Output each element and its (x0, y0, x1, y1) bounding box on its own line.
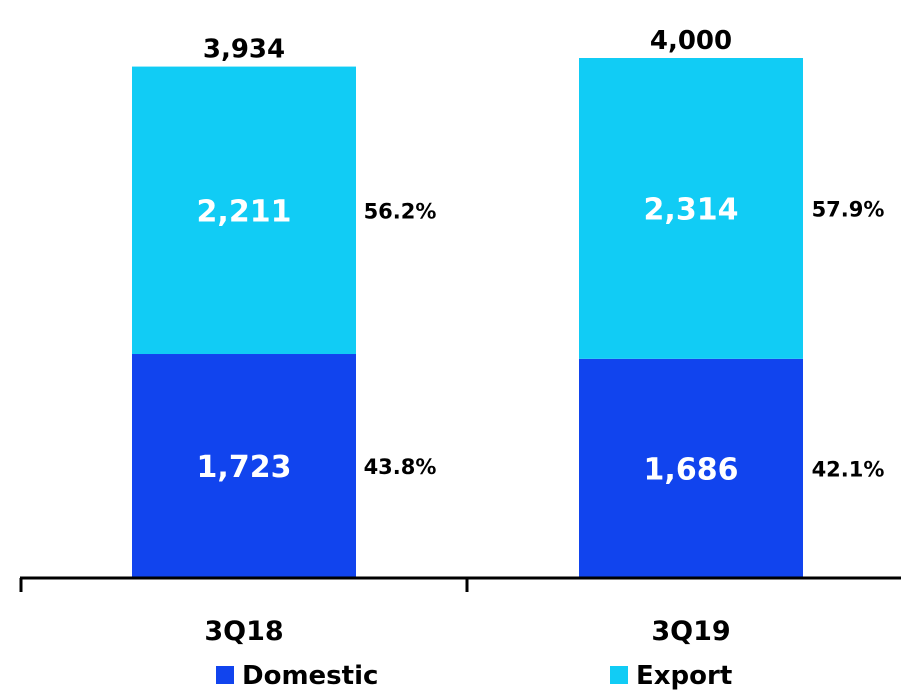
x-tick-label-3q18: 3Q18 (204, 616, 283, 647)
bars-group: 1,723 43.8% 2,211 56.2% 3,934 1,686 42.1% 2,314… (132, 26, 884, 578)
bar-export-3q19 (579, 58, 803, 359)
legend-label-export: Export (636, 661, 732, 691)
value-label-export-3q19: 2,314 (644, 192, 739, 227)
share-label-domestic-3q19: 42.1% (812, 457, 885, 481)
legend-label-domestic: Domestic (242, 661, 378, 691)
legend-swatch-domestic (216, 666, 234, 684)
value-label-export-3q18: 2,211 (197, 194, 292, 229)
bar-domestic-3q19 (579, 358, 803, 578)
legend: Domestic Export (216, 661, 732, 691)
bar-export-3q18 (132, 66, 356, 355)
x-axis: 3Q18 3Q19 (19, 576, 901, 647)
share-label-export-3q18: 56.2% (364, 199, 437, 223)
share-label-export-3q19: 57.9% (812, 197, 885, 221)
total-label-3q18: 3,934 (203, 35, 285, 65)
share-label-domestic-3q18: 43.8% (364, 455, 437, 479)
x-tick-label-3q19: 3Q19 (651, 616, 730, 647)
value-label-domestic-3q19: 1,686 (644, 452, 739, 487)
bar-domestic-3q18 (132, 354, 356, 578)
legend-swatch-export (610, 666, 628, 684)
value-label-domestic-3q18: 1,723 (197, 450, 292, 485)
total-label-3q19: 4,000 (650, 26, 732, 56)
